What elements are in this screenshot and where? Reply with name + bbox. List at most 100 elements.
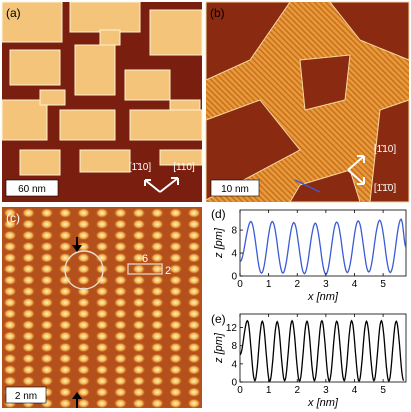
atom — [3, 252, 17, 263]
panel-c-atoms — [3, 208, 201, 409]
atom — [21, 342, 35, 353]
y-tick-label: 4 — [231, 359, 237, 370]
atom — [58, 275, 72, 286]
atom — [95, 286, 109, 297]
atom — [150, 230, 164, 241]
atom — [95, 331, 109, 342]
atom — [187, 342, 201, 353]
y-tick-label: 0 — [231, 378, 237, 389]
panel-c-circle-marker — [64, 250, 104, 290]
atom — [113, 308, 127, 319]
atom — [113, 264, 127, 274]
atom — [169, 387, 183, 398]
panel-c: (c) 6 2 2 nm — [2, 207, 202, 409]
atom — [132, 364, 146, 375]
atom — [169, 353, 183, 364]
atom — [95, 364, 109, 375]
y-tick-label: 0 — [231, 272, 237, 283]
atom — [77, 387, 91, 398]
panel-b-dir1: [1̄10] — [374, 144, 396, 155]
atom — [40, 376, 54, 386]
atom — [150, 376, 164, 386]
panel-c-arrow-top-icon — [72, 237, 82, 252]
atom — [58, 308, 72, 319]
terrace-5 — [124, 69, 171, 101]
panel-d-xlabel: x [nm] — [307, 291, 339, 303]
atom — [58, 219, 72, 230]
atom — [113, 353, 127, 364]
atom — [58, 208, 72, 218]
panel-e-series-line — [239, 319, 405, 383]
x-tick-label: 1 — [266, 279, 272, 290]
y-tick-label: 4 — [231, 249, 237, 260]
panel-c-arrow-bottom-icon — [72, 392, 82, 408]
atom — [21, 208, 35, 218]
atom — [187, 308, 201, 319]
atom — [169, 264, 183, 274]
atom — [113, 387, 127, 398]
atom — [3, 342, 17, 353]
atom — [3, 241, 17, 252]
atom — [132, 331, 146, 342]
atom — [21, 297, 35, 308]
panel-a-scalebar: 60 nm — [18, 184, 46, 195]
panel-e-label: (e) — [211, 312, 226, 326]
atom — [95, 387, 109, 398]
terrace-13 — [39, 89, 66, 106]
atom — [132, 342, 146, 353]
atom — [40, 297, 54, 308]
atom — [169, 208, 183, 218]
atom — [58, 320, 72, 330]
atom — [40, 275, 54, 286]
terrace-3 — [9, 49, 61, 86]
atom — [113, 230, 127, 241]
atom — [113, 376, 127, 386]
atom — [95, 308, 109, 319]
atom — [58, 241, 72, 252]
atom — [95, 208, 109, 218]
atom — [150, 398, 164, 409]
atom — [40, 308, 54, 319]
panel-a-label: (a) — [6, 6, 21, 20]
atom — [40, 364, 54, 375]
panel-c-scalebar: 2 nm — [15, 391, 37, 402]
panel-c-unit-box — [127, 263, 163, 275]
atom — [169, 376, 183, 386]
panel-b-scalebar-box — [210, 179, 260, 197]
atom — [150, 320, 164, 330]
y-tick-label: 8 — [231, 226, 237, 237]
atom — [113, 219, 127, 230]
panel-b-scalebar: 10 nm — [221, 184, 249, 195]
terrace-9 — [19, 149, 61, 176]
atom — [40, 241, 54, 252]
x-tick-label: 1 — [266, 385, 272, 396]
atom — [3, 230, 17, 241]
atom — [95, 398, 109, 409]
atom — [132, 387, 146, 398]
atom — [132, 353, 146, 364]
atom — [77, 264, 91, 274]
atom — [95, 264, 109, 274]
atom — [58, 297, 72, 308]
atom — [150, 353, 164, 364]
atom — [58, 286, 72, 297]
atom — [21, 376, 35, 386]
atom — [77, 376, 91, 386]
atom — [187, 364, 201, 375]
atom — [132, 297, 146, 308]
x-tick-label: 0 — [237, 279, 243, 290]
atom — [95, 219, 109, 230]
atom — [95, 342, 109, 353]
atom — [95, 230, 109, 241]
atom — [21, 320, 35, 330]
panel-b-lower-terrace — [205, 1, 410, 203]
atom — [169, 275, 183, 286]
atom — [169, 308, 183, 319]
atom — [3, 331, 17, 342]
atom — [3, 364, 17, 375]
atom — [132, 320, 146, 330]
atom — [150, 286, 164, 297]
